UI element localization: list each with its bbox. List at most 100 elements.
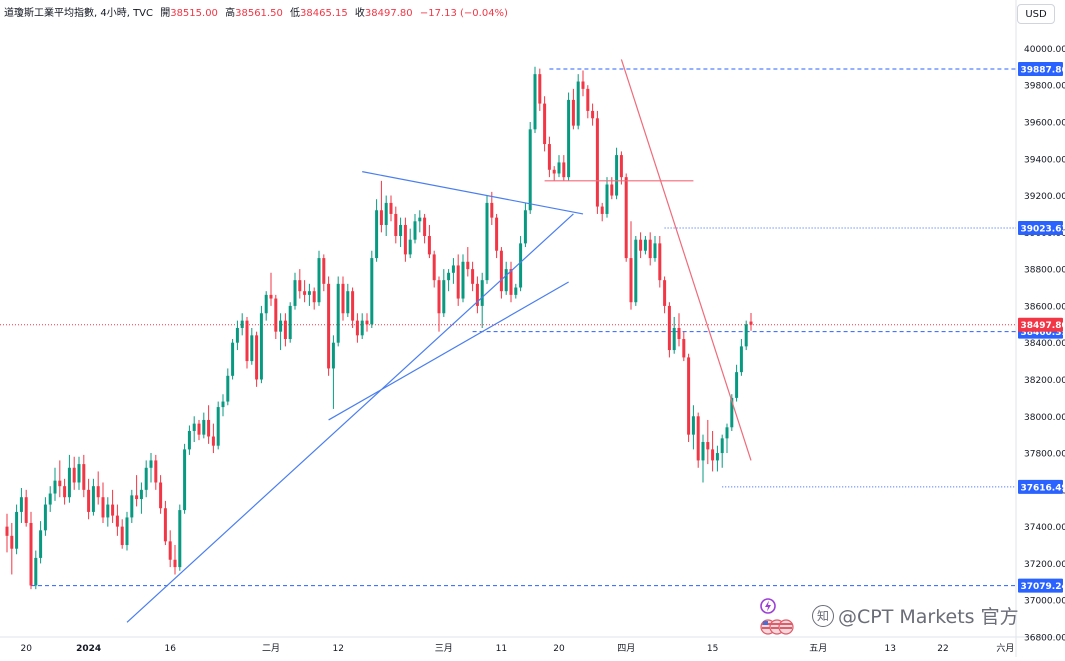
- candle-body: [327, 284, 330, 369]
- candle-body: [284, 321, 287, 339]
- candle-body: [140, 490, 143, 499]
- candle-body: [188, 431, 191, 449]
- us-flag-badge-icon: [761, 620, 793, 634]
- candle-body: [15, 512, 18, 549]
- candle-body: [706, 442, 709, 449]
- candle-body: [231, 343, 234, 376]
- trendline: [329, 282, 569, 420]
- candle-body: [394, 214, 397, 236]
- y-tick-label: 39200.00: [1024, 192, 1065, 202]
- candle-body: [630, 258, 633, 302]
- symbol-header: 道瓊斯工業平均指數, 4小時, TVC 開38515.00 高38561.50 …: [4, 4, 508, 19]
- candle-body: [721, 438, 724, 453]
- candle-body: [169, 541, 172, 559]
- candle-body: [207, 420, 210, 437]
- candle-body: [702, 442, 705, 460]
- candle-body: [289, 306, 292, 339]
- x-tick-label: 2024: [76, 644, 101, 654]
- candle-body: [39, 530, 42, 558]
- candle-body: [255, 335, 258, 379]
- y-tick-label: 38800.00: [1024, 266, 1065, 276]
- candle-body: [654, 243, 657, 258]
- candle-body: [639, 240, 642, 251]
- candle-body: [49, 494, 52, 505]
- candle-body: [25, 497, 28, 523]
- candle-body: [740, 346, 743, 372]
- x-tick-label: 三月: [435, 643, 453, 654]
- price-line-label: 37079.24: [1021, 582, 1065, 592]
- candle-body: [34, 558, 37, 586]
- candle-body: [586, 89, 589, 111]
- candle-body: [457, 265, 460, 298]
- candle-body: [294, 280, 297, 306]
- y-tick-label: 39600.00: [1024, 118, 1065, 128]
- candle-body: [433, 254, 436, 280]
- y-tick-label: 40000.00: [1024, 45, 1065, 55]
- candle-body: [202, 420, 205, 435]
- trendline: [621, 59, 751, 460]
- candle-body: [126, 517, 129, 545]
- candle-body: [572, 100, 575, 126]
- watermark: 知@CPT Markets 官方: [812, 602, 1019, 629]
- candle-body: [298, 280, 301, 291]
- candle-body: [54, 481, 57, 494]
- candle-body: [106, 505, 109, 518]
- close-label: 收: [355, 8, 365, 19]
- candle-body: [750, 322, 753, 325]
- y-tick-label: 38200.00: [1024, 376, 1065, 386]
- candle-body: [447, 273, 450, 280]
- lightning-badge-icon: [761, 599, 775, 613]
- candle-body: [404, 225, 407, 254]
- candle-body: [385, 203, 388, 225]
- candle-body: [687, 357, 690, 434]
- currency-button[interactable]: USD: [1017, 4, 1055, 24]
- candle-body: [615, 155, 618, 195]
- candle-body: [342, 284, 345, 313]
- y-tick-label: 39800.00: [1024, 82, 1065, 92]
- candle-body: [524, 210, 527, 243]
- candle-body: [92, 486, 95, 512]
- candle-body: [68, 468, 71, 497]
- y-tick-label: 39400.00: [1024, 155, 1065, 165]
- candle-body: [471, 269, 474, 284]
- change-value: −17.13 (−0.04%): [420, 8, 508, 19]
- y-tick-label: 37000.00: [1024, 597, 1065, 607]
- candle-body: [121, 527, 124, 545]
- price-line-label: 39023.63: [1021, 224, 1065, 234]
- y-tick-label: 38000.00: [1024, 413, 1065, 423]
- x-tick-label: 16: [164, 644, 176, 654]
- x-tick-label: 22: [937, 644, 948, 654]
- candle-body: [726, 427, 729, 438]
- candle-body: [486, 203, 489, 280]
- candle-body: [217, 407, 220, 446]
- y-tick-label: 37800.00: [1024, 450, 1065, 460]
- candle-body: [423, 218, 426, 236]
- candle-body: [318, 258, 321, 302]
- candle-body: [246, 321, 249, 361]
- x-tick-label: 五月: [809, 643, 827, 654]
- candle-body: [236, 328, 239, 343]
- open-label: 開: [160, 8, 170, 19]
- candle-body: [337, 284, 340, 343]
- candle-body: [135, 495, 138, 499]
- candle-body: [505, 269, 508, 291]
- x-tick-label: 四月: [617, 643, 635, 654]
- candle-body: [178, 510, 181, 567]
- candle-body: [390, 203, 393, 214]
- candle-body: [351, 291, 354, 320]
- candle-body: [399, 225, 402, 236]
- candle-body: [10, 536, 13, 549]
- candle-body: [145, 468, 148, 490]
- candle-body: [414, 221, 417, 239]
- candle-body: [682, 339, 685, 357]
- watermark-badges: [760, 598, 794, 638]
- candle-body: [250, 335, 253, 361]
- candle-body: [538, 74, 541, 103]
- candle-body: [735, 372, 738, 398]
- x-tick-label: 12: [332, 644, 343, 654]
- candle-body: [490, 203, 493, 218]
- y-tick-label: 38600.00: [1024, 302, 1065, 312]
- candle-body: [644, 240, 647, 251]
